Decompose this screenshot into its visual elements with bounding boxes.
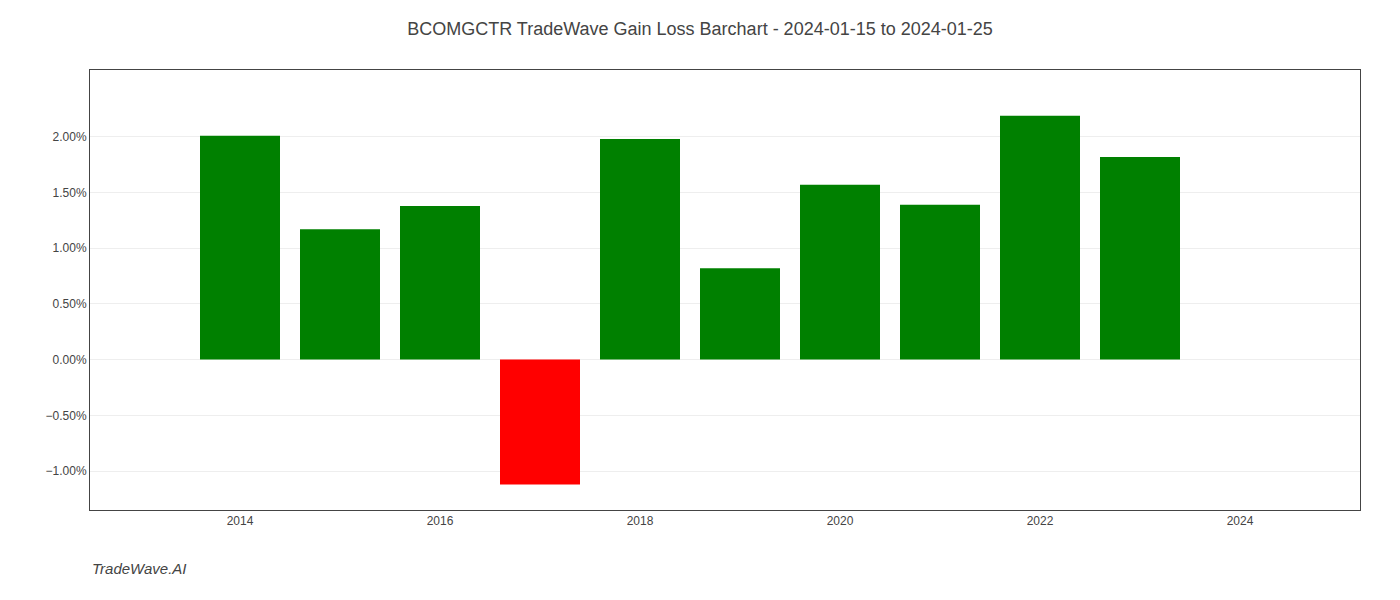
svg-text:2.00%: 2.00% bbox=[53, 130, 87, 144]
svg-text:1.50%: 1.50% bbox=[53, 186, 87, 200]
svg-text:−0.50%: −0.50% bbox=[46, 409, 87, 423]
svg-text:2016: 2016 bbox=[427, 514, 454, 528]
svg-text:−1.00%: −1.00% bbox=[46, 464, 87, 478]
svg-text:BCOMGCTR TradeWave Gain Loss B: BCOMGCTR TradeWave Gain Loss Barchart - … bbox=[407, 19, 993, 39]
svg-text:1.00%: 1.00% bbox=[53, 241, 87, 255]
svg-text:2014: 2014 bbox=[227, 514, 254, 528]
svg-text:2018: 2018 bbox=[627, 514, 654, 528]
svg-text:0.00%: 0.00% bbox=[53, 353, 87, 367]
svg-text:TradeWave.AI: TradeWave.AI bbox=[92, 560, 186, 577]
svg-text:2022: 2022 bbox=[1027, 514, 1054, 528]
svg-text:2024: 2024 bbox=[1227, 514, 1254, 528]
svg-text:0.50%: 0.50% bbox=[53, 297, 87, 311]
svg-text:2020: 2020 bbox=[827, 514, 854, 528]
